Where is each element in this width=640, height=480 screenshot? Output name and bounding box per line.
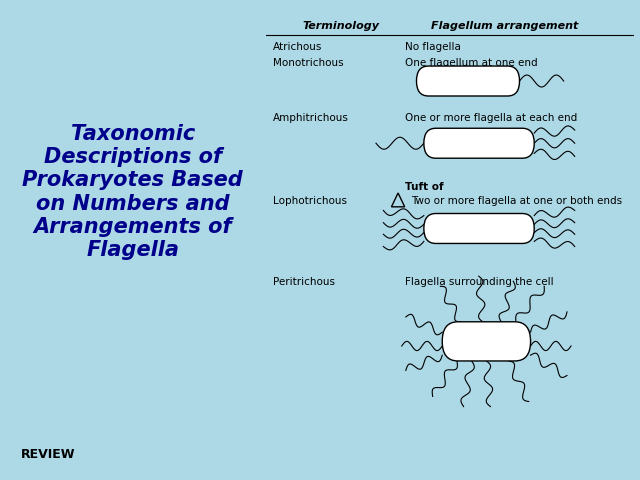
FancyBboxPatch shape [424, 128, 534, 158]
Text: Flagella surrounding the cell: Flagella surrounding the cell [406, 277, 554, 287]
Text: Peritrichous: Peritrichous [273, 277, 335, 287]
Text: One or more flagella at each end: One or more flagella at each end [406, 113, 578, 123]
Text: Monotrichous: Monotrichous [273, 58, 344, 68]
Text: Amphitrichous: Amphitrichous [273, 113, 349, 123]
FancyBboxPatch shape [442, 322, 531, 361]
Text: One flagellum at one end: One flagellum at one end [406, 58, 538, 68]
Text: Two or more flagella at one or both ends: Two or more flagella at one or both ends [411, 196, 622, 206]
Text: No flagella: No flagella [406, 42, 461, 52]
Text: REVIEW: REVIEW [21, 448, 76, 461]
FancyBboxPatch shape [417, 66, 520, 96]
Text: Atrichous: Atrichous [273, 42, 323, 52]
Text: Flagellum arrangement: Flagellum arrangement [431, 21, 579, 31]
Text: Terminology: Terminology [302, 21, 380, 31]
FancyBboxPatch shape [424, 214, 534, 243]
Text: Lophotrichous: Lophotrichous [273, 196, 347, 206]
Text: Tuft of: Tuft of [406, 182, 444, 192]
Text: Taxonomic
Descriptions of
Prokaryotes Based
on Numbers and
Arrangements of
Flage: Taxonomic Descriptions of Prokaryotes Ba… [22, 124, 243, 260]
